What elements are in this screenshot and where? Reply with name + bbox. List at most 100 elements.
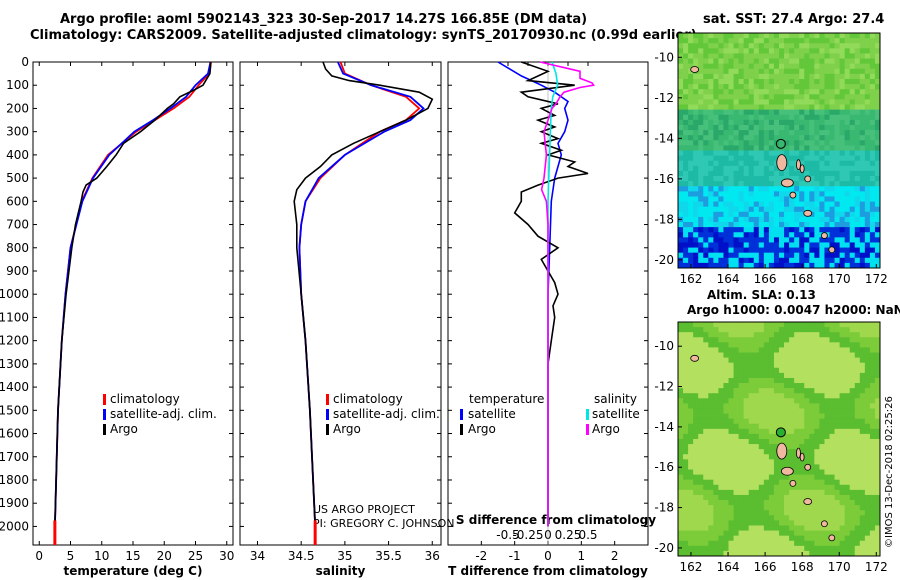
map-cell (678, 160, 684, 167)
map-cell (809, 484, 815, 491)
map-cell (839, 73, 846, 80)
map-cell (768, 63, 775, 70)
map-cell (849, 53, 856, 59)
map-cell (809, 347, 815, 353)
map-cell (864, 540, 871, 547)
map-cell (874, 232, 881, 238)
map-cell (763, 211, 770, 218)
map-cell (794, 474, 800, 481)
map-cell (779, 459, 785, 465)
map-cell (763, 408, 770, 414)
map-cell (763, 327, 770, 333)
map-cell (869, 176, 876, 182)
island (789, 479, 797, 487)
map-cell (688, 545, 694, 552)
map-cell (708, 252, 714, 259)
map-cell (859, 38, 866, 44)
map-cell (713, 53, 719, 59)
map-cell (844, 68, 851, 75)
map-cell (713, 505, 719, 511)
map-cell (844, 232, 851, 238)
map-cell (809, 550, 815, 557)
map-cell (809, 48, 815, 54)
map-cell (723, 216, 729, 223)
map-cell (829, 232, 835, 238)
map-cell (829, 160, 835, 167)
map-cell (779, 38, 785, 44)
map-cell (758, 145, 765, 151)
map-cell (743, 403, 750, 409)
map-cell (869, 510, 876, 516)
map-cell (698, 109, 704, 116)
map-cell (768, 327, 775, 333)
map-cell (678, 459, 684, 465)
map-cell (864, 186, 871, 192)
map-cell (708, 337, 714, 343)
map-cell (728, 124, 734, 131)
map-cell (854, 337, 861, 343)
map-cell (708, 388, 714, 394)
map-cell (844, 155, 851, 162)
map-cell (703, 484, 709, 491)
map-cell (728, 388, 734, 394)
map-cell (753, 124, 760, 131)
map-cell (794, 489, 800, 496)
map-cell (773, 388, 780, 394)
map-cell (708, 150, 714, 157)
map-cell (748, 53, 755, 59)
legend-swatch-diff (460, 409, 463, 420)
map-cell (804, 520, 810, 526)
map-cell (768, 176, 775, 182)
map-cell (693, 232, 699, 238)
map-cell (753, 505, 760, 511)
map-cell (753, 403, 760, 409)
map-cell (859, 413, 866, 420)
map-cell (728, 413, 734, 420)
map-cell (733, 484, 739, 491)
map-cell (804, 165, 810, 172)
map-cell (718, 63, 724, 70)
series-salinity-satellite (547, 61, 559, 527)
map-cell (728, 170, 734, 177)
map-cell (849, 362, 856, 369)
map-cell (814, 38, 820, 44)
map-cell (784, 145, 790, 151)
map-cell (748, 176, 755, 182)
map-cell (728, 367, 734, 374)
map-cell (703, 418, 709, 425)
map-cell (874, 33, 881, 39)
map-cell (698, 84, 704, 90)
map-cell (678, 367, 684, 374)
map-cell (799, 119, 805, 126)
legend-label-sal: Argo (333, 422, 361, 436)
map-cell (693, 181, 699, 187)
map-cell (738, 262, 745, 269)
map-cell (743, 545, 750, 552)
map-cell (839, 63, 846, 70)
map-cell (743, 84, 750, 90)
map-cell (768, 444, 775, 450)
map-cell (864, 459, 871, 465)
map-cell (824, 383, 830, 389)
map-cell (683, 449, 689, 455)
argo-position-marker (775, 427, 786, 438)
map-cell (799, 540, 805, 547)
map-cell (869, 170, 876, 177)
map-cell (829, 530, 835, 537)
map-cell (758, 393, 765, 399)
map-cell (773, 352, 780, 359)
map-cell (738, 439, 745, 445)
map-cell (708, 38, 714, 44)
map-cell (789, 165, 795, 172)
map-cell (859, 104, 866, 111)
y-tick-label: 600 (6, 194, 29, 208)
map-cell (698, 439, 704, 445)
map-cell (859, 237, 866, 243)
map-cell (728, 550, 734, 557)
map-cell (683, 484, 689, 491)
map-x-tick-label: 170 (828, 272, 851, 286)
map-cell (809, 247, 815, 254)
map-cell (773, 43, 780, 49)
map-cell (718, 58, 724, 65)
map-cell (824, 58, 830, 65)
